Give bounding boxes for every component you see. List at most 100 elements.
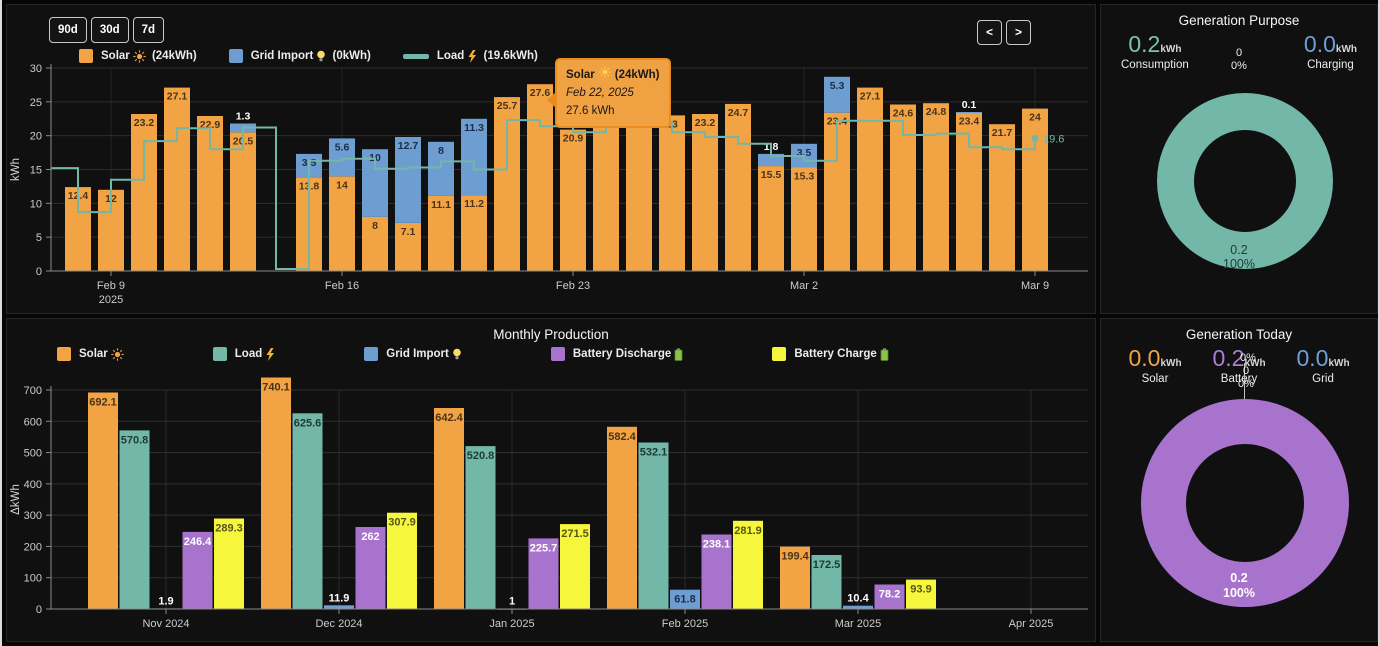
- monthly-chart-legend: Solar Load Grid Import Battery Discharge Bat…: [57, 347, 892, 361]
- solar-bar[interactable]: [791, 167, 817, 272]
- bar-value-label: 1: [509, 596, 515, 608]
- solar-bar[interactable]: [461, 195, 487, 271]
- generation-purpose-panel: Generation Purpose 0.2kWh Consumption 0.…: [1100, 4, 1378, 314]
- legend-item-load[interactable]: Load: [212, 347, 278, 361]
- y-axis-tick-label: 300: [24, 510, 42, 522]
- grid-import-bar[interactable]: [324, 605, 354, 609]
- solar-bar[interactable]: [434, 408, 464, 609]
- load-line[interactable]: [51, 119, 1036, 270]
- purpose-donut-ring[interactable]: [1157, 93, 1333, 269]
- solar-bar[interactable]: [607, 426, 637, 609]
- load-bar[interactable]: [119, 430, 150, 609]
- load-bar[interactable]: [292, 413, 323, 609]
- load-bar[interactable]: [638, 442, 669, 610]
- bar-value-label: 642.4: [435, 412, 463, 424]
- bar-value-label: 238.1: [703, 539, 731, 551]
- battery-discharge-bar[interactable]: [182, 531, 213, 609]
- legend-label: Grid Import: [250, 50, 314, 62]
- solar-bar[interactable]: [780, 546, 810, 609]
- battery-charge-bar[interactable]: [387, 512, 417, 609]
- monthly-chart: 692.1 740.1 642.4 582.4 199.4 570.8 625.6 520.8…: [10, 377, 1088, 630]
- legend-swatch: [228, 49, 243, 63]
- load-line-endpoint: [1031, 134, 1039, 142]
- solar-bar[interactable]: [725, 103, 751, 272]
- load-bar[interactable]: [465, 446, 496, 609]
- bar-value-label: 93.9: [910, 584, 931, 596]
- grid-import-value-label: 1.3: [236, 111, 251, 123]
- solar-bar[interactable]: [857, 87, 883, 271]
- next-period-button[interactable]: >: [1006, 20, 1031, 45]
- solar-bar[interactable]: [362, 216, 388, 271]
- x-axis-tick-label: Mar 2: [790, 280, 818, 292]
- bar-value-label: 246.4: [184, 536, 212, 548]
- sun-icon: [599, 66, 611, 85]
- battery-charge-bar[interactable]: [560, 524, 590, 609]
- tooltip-arrow: [547, 92, 556, 108]
- grid-import-bar[interactable]: [395, 137, 421, 223]
- legend-item-load[interactable]: Load (19.6kWh): [402, 49, 538, 63]
- solar-bar[interactable]: [164, 87, 190, 271]
- legend-item-battery-charge[interactable]: Battery Charge: [772, 347, 891, 361]
- solar-bar[interactable]: [428, 195, 454, 271]
- prev-period-button[interactable]: <: [977, 20, 1002, 45]
- legend-item-grid-import[interactable]: Grid Import: [364, 347, 465, 361]
- solar-bar[interactable]: [659, 115, 685, 272]
- grid-import-bar[interactable]: [329, 138, 355, 177]
- battery-charge-bar[interactable]: [733, 520, 763, 609]
- solar-bar[interactable]: [395, 223, 421, 271]
- solar-bar[interactable]: [230, 132, 256, 271]
- grid-import-bar[interactable]: [428, 141, 454, 196]
- legend-item-battery-discharge[interactable]: Battery Discharge: [550, 347, 686, 361]
- daily-chart-legend: Solar (24kWh) Grid Import (0kWh) Load (19.…: [79, 49, 538, 63]
- grid-import-bar[interactable]: [670, 589, 700, 609]
- solar-value-label: 27.6: [530, 87, 551, 99]
- range-90d-button[interactable]: 90d: [49, 17, 87, 43]
- grid-today-label: Grid: [1312, 373, 1334, 385]
- solar-bar[interactable]: [758, 166, 784, 271]
- x-axis-tick-label: Apr 2025: [1009, 618, 1054, 630]
- battery-discharge-bar[interactable]: [355, 527, 386, 609]
- legend-item-solar[interactable]: Solar: [57, 347, 127, 361]
- grid-import-bar[interactable]: [824, 76, 850, 113]
- solar-bar[interactable]: [692, 114, 718, 271]
- x-axis-tick-label: Feb 2025: [662, 618, 708, 630]
- solar-bar[interactable]: [923, 103, 949, 271]
- solar-value-label: 23.2: [695, 117, 716, 129]
- today-zero-slice-percent-2: 0%: [1240, 352, 1256, 364]
- legend-item-grid-import[interactable]: Grid Import (0kWh): [228, 49, 371, 63]
- today-donut-ring[interactable]: [1141, 399, 1349, 607]
- solar-bar[interactable]: [131, 114, 157, 271]
- battery-icon: [674, 348, 683, 361]
- y-axis-tick-label: 15: [30, 165, 42, 177]
- load-bar[interactable]: [811, 555, 842, 609]
- grid-import-bar[interactable]: [461, 118, 487, 196]
- grid-import-value-label: 5.3: [830, 80, 845, 92]
- solar-bar[interactable]: [329, 176, 355, 271]
- solar-today-stat: 0.0kWh Solar: [1113, 345, 1197, 385]
- range-7d-button[interactable]: 7d: [132, 17, 165, 43]
- grid-import-bar[interactable]: [843, 605, 873, 609]
- battery-discharge-bar[interactable]: [874, 584, 905, 610]
- solar-bar[interactable]: [560, 129, 586, 271]
- bar-value-label: 1.9: [158, 595, 173, 607]
- battery-today-value: 0.2: [1212, 345, 1245, 371]
- grid-today-stat: 0.0kWh Grid: [1281, 345, 1365, 385]
- battery-discharge-bar[interactable]: [528, 538, 559, 609]
- range-30d-button[interactable]: 30d: [90, 17, 129, 43]
- battery-charge-bar[interactable]: [214, 518, 244, 610]
- grid-import-value-label: 0.1: [962, 99, 977, 111]
- monthly-production-panel: Monthly Production Solar Load Grid Import B…: [6, 318, 1096, 642]
- solar-bar[interactable]: [527, 84, 553, 271]
- legend-item-solar[interactable]: Solar (24kWh): [79, 49, 197, 63]
- solar-today-value: 0.0: [1128, 345, 1161, 371]
- x-axis-tick-label: Mar 2025: [835, 618, 881, 630]
- grid-import-bar[interactable]: [956, 112, 982, 114]
- bar-value-label: 271.5: [561, 528, 589, 540]
- solar-bar[interactable]: [88, 392, 118, 610]
- x-axis-tick-label-year: 2025: [99, 294, 123, 306]
- y-axis-tick-label: 0: [36, 604, 42, 616]
- solar-bar[interactable]: [261, 377, 291, 610]
- battery-charge-bar[interactable]: [906, 579, 936, 609]
- bar-value-label: 225.7: [530, 542, 558, 554]
- battery-discharge-bar[interactable]: [701, 534, 732, 610]
